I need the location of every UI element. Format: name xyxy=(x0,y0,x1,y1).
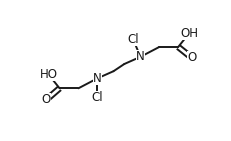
Text: HO: HO xyxy=(40,68,58,81)
Text: N: N xyxy=(93,72,101,85)
Text: Cl: Cl xyxy=(127,33,139,46)
Text: O: O xyxy=(186,51,195,64)
Text: Cl: Cl xyxy=(91,91,103,104)
Text: N: N xyxy=(136,50,144,63)
Text: O: O xyxy=(41,93,51,106)
Text: OH: OH xyxy=(179,27,197,40)
